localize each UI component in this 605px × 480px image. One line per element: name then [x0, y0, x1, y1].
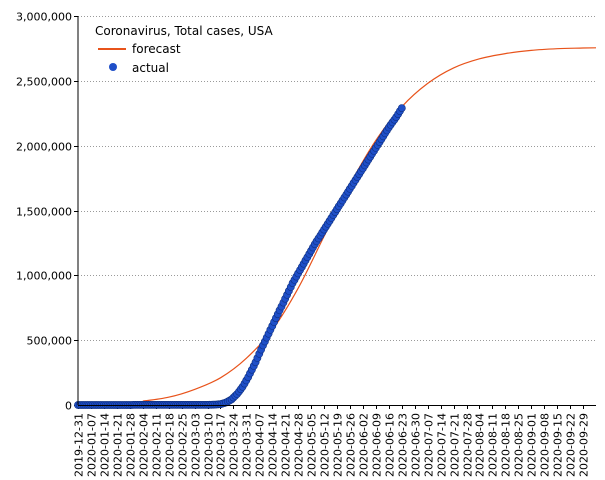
x-tick-label: 2020-09-29: [578, 413, 591, 477]
y-tick-label: 0: [65, 400, 72, 413]
x-tick-label: 2020-09-01: [526, 413, 539, 477]
x-tick-label: 2020-08-25: [513, 413, 526, 477]
y-tick-label: 2,000,000: [16, 141, 72, 154]
x-tick-label: 2020-07-28: [462, 413, 475, 477]
x-tick-label: 2020-03-31: [241, 413, 254, 477]
x-tick-label: 2019-12-31: [73, 413, 86, 477]
x-axis-ticks: 2019-12-31 2020-01-07 2020-01-14 2020-01-21…: [73, 405, 591, 477]
x-tick-label: 2020-01-21: [112, 413, 125, 477]
y-tick-label: 1,500,000: [16, 206, 72, 219]
x-tick-label: 2020-01-28: [125, 413, 138, 477]
y-tick-label: 2,500,000: [16, 76, 72, 89]
x-tick-label: 2020-01-07: [86, 413, 99, 477]
forecast-series: [142, 47, 597, 402]
x-tick-label: 2020-08-04: [474, 413, 487, 477]
x-tick-label: 2020-03-24: [228, 413, 241, 477]
x-tick-label: 2020-06-09: [371, 413, 384, 477]
x-tick-label: 2020-08-18: [500, 413, 513, 477]
legend-actual-label: actual: [132, 61, 169, 75]
x-tick-label: 2020-04-28: [293, 413, 306, 477]
x-tick-label: 2020-07-14: [436, 413, 449, 477]
x-tick-label: 2020-01-14: [99, 413, 112, 477]
x-tick-label: 2020-02-25: [177, 413, 190, 477]
x-tick-label: 2020-06-30: [410, 413, 423, 477]
legend: Coronavirus, Total cases, USA forecast a…: [95, 24, 273, 75]
x-tick-label: 2020-03-03: [190, 413, 203, 477]
x-tick-label: 2020-05-05: [306, 413, 319, 477]
x-tick-label: 2020-05-26: [345, 413, 358, 477]
x-tick-label: 2020-03-10: [203, 413, 216, 477]
x-tick-label: 2020-02-04: [138, 413, 151, 477]
x-tick-label: 2020-02-18: [164, 413, 177, 477]
x-tick-label: 2020-09-22: [565, 413, 578, 477]
x-tick-label: 2020-08-11: [487, 413, 500, 477]
x-tick-label: 2020-07-21: [449, 413, 462, 477]
x-tick-label: 2020-05-12: [319, 413, 332, 477]
x-tick-label: 2020-03-17: [215, 413, 228, 477]
x-tick-label: 2020-06-02: [358, 413, 371, 477]
chart-title: Coronavirus, Total cases, USA: [95, 24, 273, 38]
y-tick-label: 3,000,000: [16, 11, 72, 24]
x-tick-label: 2020-09-08: [539, 413, 552, 477]
actual-series: [74, 104, 406, 409]
y-tick-label: 1,000,000: [16, 270, 72, 283]
x-tick-label: 2020-02-11: [151, 413, 164, 477]
legend-forecast-label: forecast: [132, 42, 181, 56]
x-tick-label: 2020-06-16: [384, 413, 397, 477]
actual-point: [397, 104, 406, 112]
x-tick-label: 2020-06-23: [397, 413, 410, 477]
forecast-line: [142, 47, 597, 402]
x-tick-label: 2020-04-07: [254, 413, 267, 477]
y-tick-label: 500,000: [27, 335, 73, 348]
x-tick-label: 2020-09-15: [552, 413, 565, 477]
x-tick-label: 2020-04-14: [267, 413, 280, 477]
x-tick-label: 2020-05-19: [332, 413, 345, 477]
x-tick-label: 2020-07-07: [423, 413, 436, 477]
x-tick-label: 2020-04-21: [280, 413, 293, 477]
legend-actual-swatch: [109, 63, 117, 71]
y-axis-ticks: 0 500,000 1,000,000 1,500,000 2,000,000 2,500…: [16, 11, 78, 413]
